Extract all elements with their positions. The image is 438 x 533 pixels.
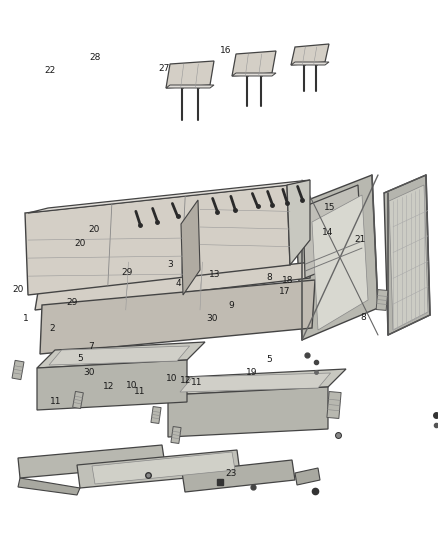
Text: 9: 9 — [228, 302, 234, 310]
Text: 20: 20 — [13, 285, 24, 294]
Text: 8: 8 — [266, 273, 272, 281]
Polygon shape — [166, 61, 214, 88]
Text: 1: 1 — [23, 314, 29, 323]
Text: 16: 16 — [220, 46, 232, 55]
Polygon shape — [18, 445, 165, 478]
Text: 21: 21 — [355, 235, 366, 244]
Polygon shape — [35, 262, 312, 310]
Polygon shape — [49, 346, 190, 365]
Polygon shape — [171, 426, 181, 443]
Text: 2: 2 — [49, 325, 54, 333]
Polygon shape — [168, 369, 346, 395]
Polygon shape — [92, 452, 235, 484]
Text: 23: 23 — [226, 470, 237, 478]
Polygon shape — [28, 180, 310, 213]
Polygon shape — [73, 391, 83, 409]
Polygon shape — [37, 360, 187, 410]
Polygon shape — [287, 180, 310, 265]
Polygon shape — [312, 195, 368, 330]
Text: 17: 17 — [279, 287, 290, 295]
Polygon shape — [181, 200, 200, 295]
Text: 11: 11 — [134, 387, 146, 395]
Polygon shape — [232, 73, 276, 76]
Polygon shape — [389, 185, 428, 330]
Polygon shape — [166, 85, 214, 88]
Text: 30: 30 — [206, 314, 217, 322]
Text: 12: 12 — [180, 376, 191, 384]
Polygon shape — [303, 185, 362, 278]
Polygon shape — [12, 360, 24, 379]
Polygon shape — [232, 51, 276, 76]
Text: 22: 22 — [45, 67, 56, 75]
Text: 11: 11 — [50, 397, 61, 406]
Text: 11: 11 — [191, 378, 203, 387]
Text: 12: 12 — [103, 383, 115, 391]
Text: 20: 20 — [74, 239, 86, 247]
Text: 10: 10 — [126, 382, 137, 390]
Polygon shape — [295, 468, 320, 485]
Text: 3: 3 — [167, 260, 173, 269]
Polygon shape — [168, 387, 328, 437]
Text: 7: 7 — [88, 343, 94, 351]
Text: 5: 5 — [266, 355, 272, 364]
Text: 28: 28 — [90, 53, 101, 62]
Text: 20: 20 — [88, 225, 99, 234]
Polygon shape — [327, 392, 341, 418]
Text: 5: 5 — [77, 354, 83, 362]
Polygon shape — [295, 175, 378, 340]
Text: 27: 27 — [159, 64, 170, 72]
Text: 29: 29 — [66, 298, 78, 307]
Polygon shape — [25, 185, 290, 295]
Text: 29: 29 — [122, 268, 133, 277]
Polygon shape — [77, 450, 240, 488]
Text: 4: 4 — [176, 279, 181, 288]
Text: 13: 13 — [209, 270, 220, 279]
Polygon shape — [291, 44, 329, 65]
Text: 15: 15 — [324, 204, 335, 212]
Text: 8: 8 — [360, 313, 367, 322]
Polygon shape — [40, 280, 315, 354]
Polygon shape — [291, 62, 329, 65]
Text: 30: 30 — [83, 368, 95, 376]
Text: 18: 18 — [282, 277, 293, 285]
Polygon shape — [376, 289, 388, 310]
Text: 14: 14 — [322, 228, 334, 237]
Polygon shape — [182, 460, 295, 492]
Polygon shape — [18, 478, 80, 495]
Text: 10: 10 — [166, 374, 178, 383]
Polygon shape — [384, 175, 430, 335]
Polygon shape — [37, 342, 205, 368]
Text: 19: 19 — [246, 368, 257, 377]
Polygon shape — [151, 407, 161, 424]
Polygon shape — [180, 373, 331, 392]
